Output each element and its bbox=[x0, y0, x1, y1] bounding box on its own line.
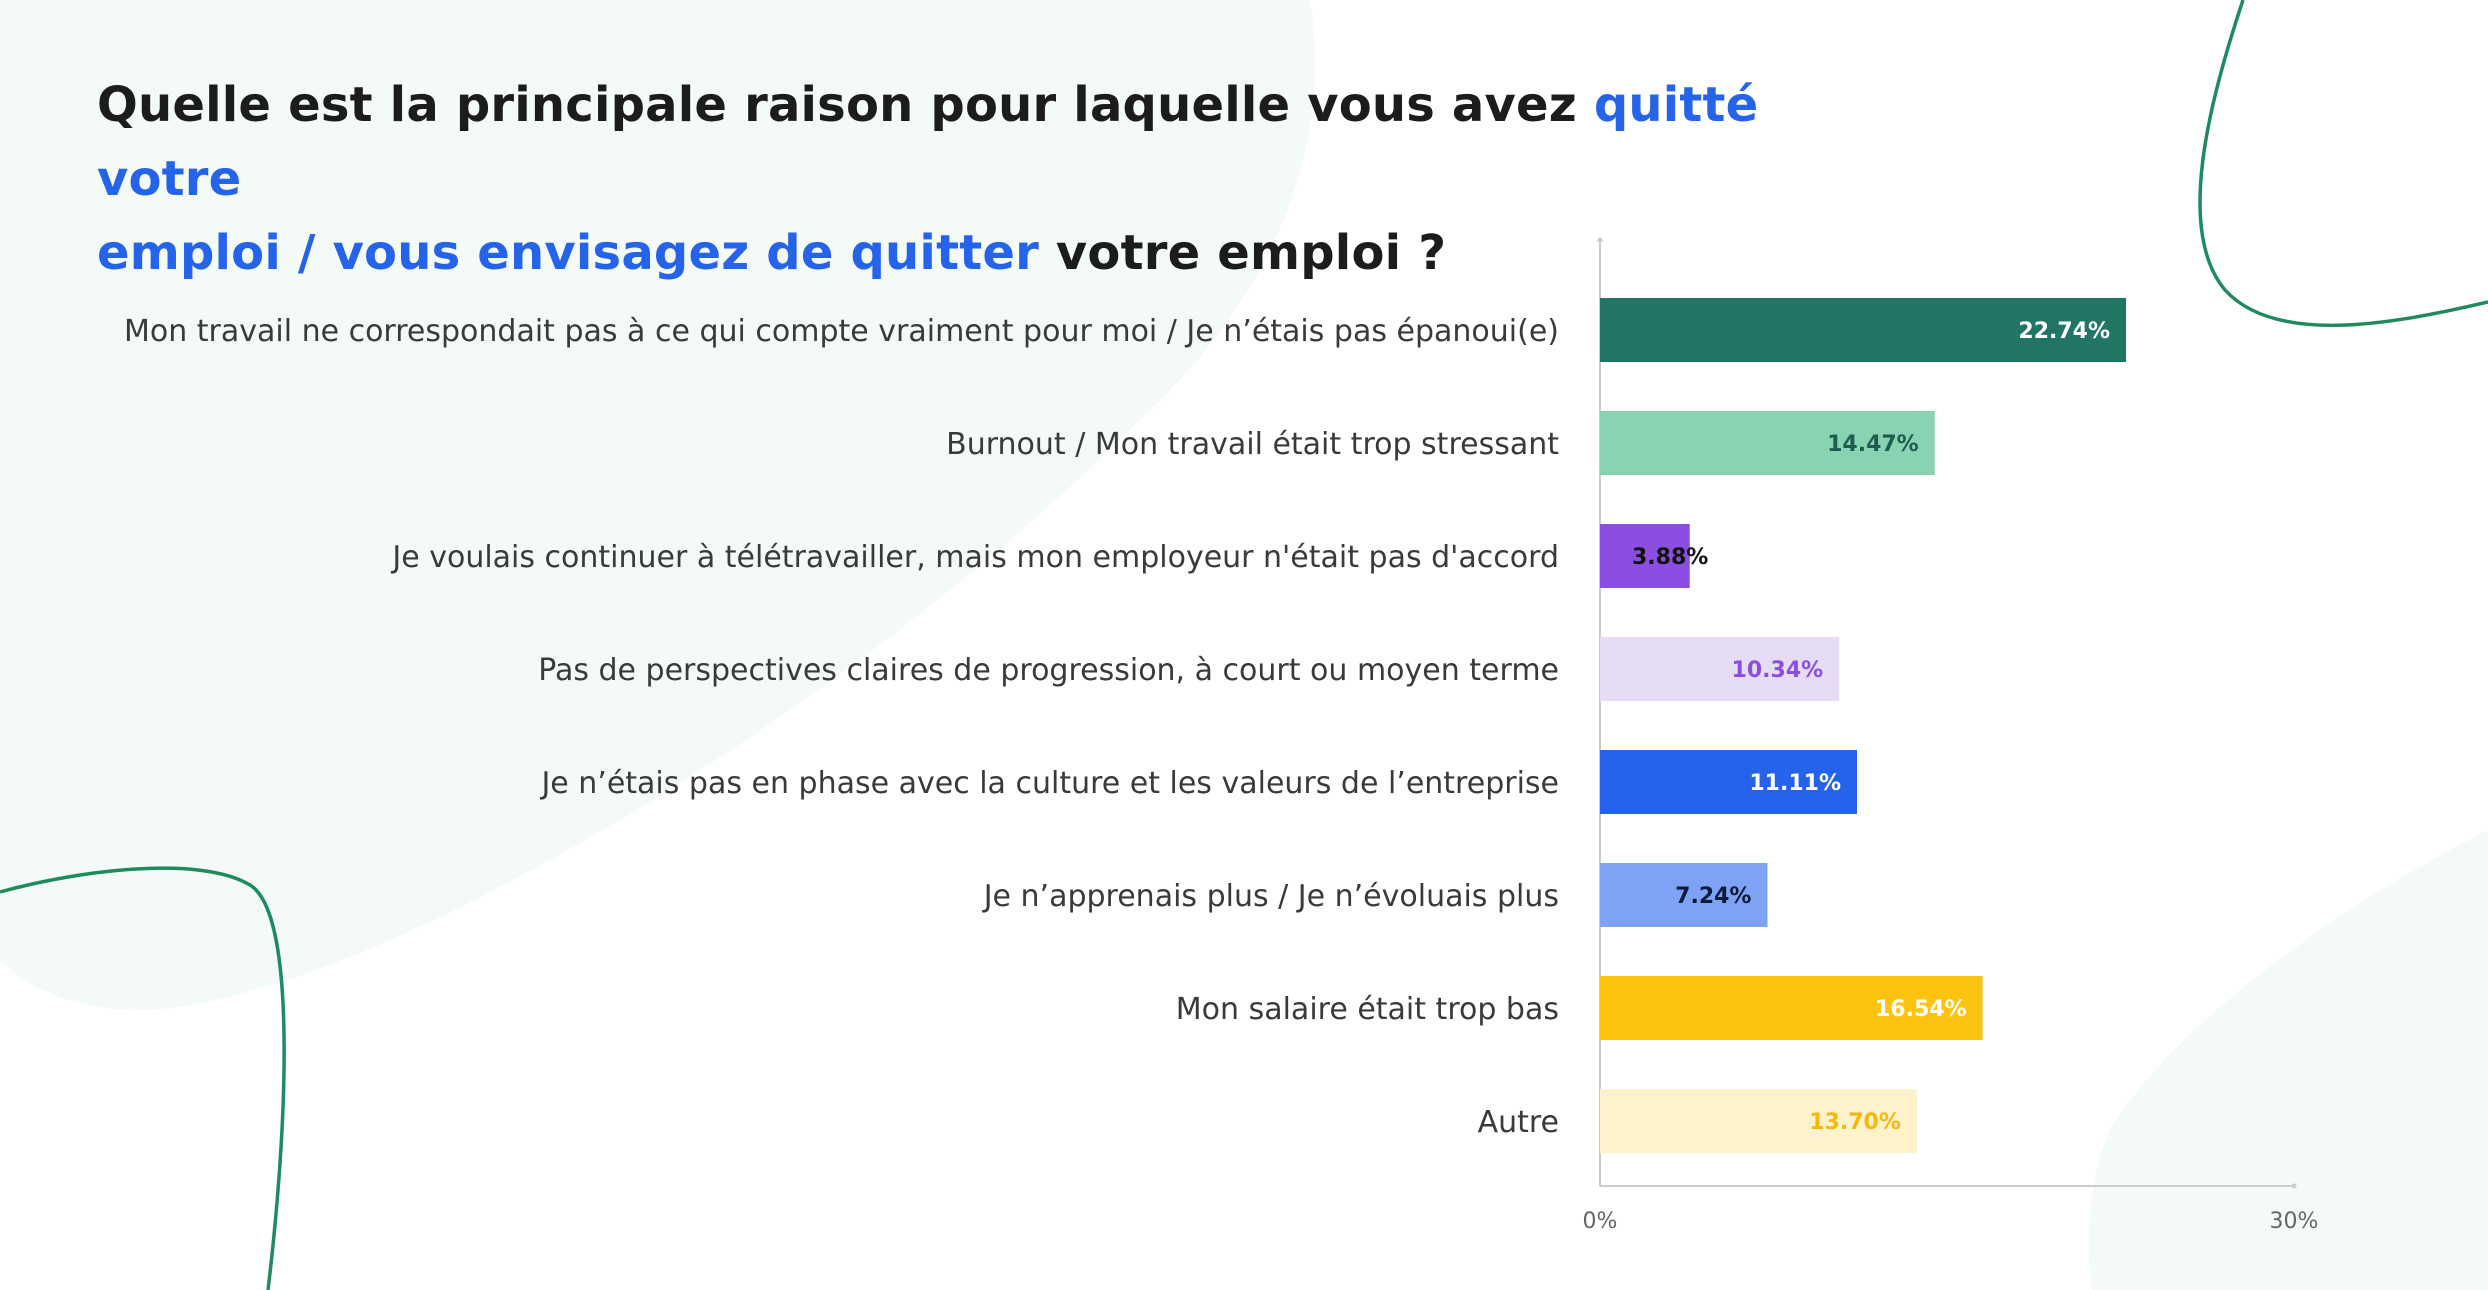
decor-curve-top-right bbox=[2198, 0, 2488, 327]
bar bbox=[1600, 637, 1840, 701]
chart-title: Quelle est la principale raison pour laq… bbox=[97, 68, 1797, 290]
bar bbox=[1600, 1089, 1917, 1153]
category-label: Mon travail ne correspondait pas à ce qu… bbox=[124, 314, 1559, 349]
bar bbox=[1600, 411, 1935, 475]
data-label: 14.47% bbox=[1827, 432, 1919, 457]
bar bbox=[1600, 298, 2127, 362]
title-highlight-2: emploi / vous envisagez de quitter bbox=[97, 225, 1040, 281]
category-label: Pas de perspectives claires de progressi… bbox=[538, 653, 1559, 688]
bar bbox=[1600, 524, 1690, 588]
tick-label: 0% bbox=[1583, 1209, 1618, 1234]
title-highlight-1: quitté votre bbox=[97, 77, 1759, 207]
category-label: Autre bbox=[1478, 1105, 1559, 1140]
x-axis-end-dot bbox=[2291, 1183, 2297, 1189]
category-label: Mon salaire était trop bas bbox=[1176, 992, 1559, 1027]
data-label: 10.34% bbox=[1732, 658, 1824, 683]
data-label: 13.70% bbox=[1809, 1110, 1901, 1135]
bar bbox=[1600, 976, 1983, 1040]
data-label: 22.74% bbox=[2018, 319, 2110, 344]
decor-curve-bottom-left bbox=[0, 866, 286, 1290]
background-blob-left bbox=[0, 0, 1316, 1011]
category-label: Burnout / Mon travail était trop stressa… bbox=[946, 427, 1559, 462]
background-blob-bottom-right bbox=[2088, 830, 2488, 1290]
category-label: Je voulais continuer à télétravailler, m… bbox=[390, 540, 1559, 575]
title-text-start: Quelle est la principale raison pour laq… bbox=[97, 77, 1594, 133]
data-label: 16.54% bbox=[1875, 997, 1967, 1022]
category-label: Je n’apprenais plus / Je n’évoluais plus bbox=[982, 879, 1559, 914]
data-label: 11.11% bbox=[1749, 771, 1841, 796]
title-text-end: votre emploi ? bbox=[1039, 225, 1447, 281]
data-label: 3.88% bbox=[1632, 545, 1708, 570]
category-label: Je n’étais pas en phase avec la culture … bbox=[539, 766, 1559, 801]
data-label: 7.24% bbox=[1675, 884, 1751, 909]
y-axis-end-dot bbox=[1597, 237, 1603, 243]
bar bbox=[1600, 750, 1858, 814]
tick-label: 30% bbox=[2270, 1209, 2319, 1234]
bar bbox=[1600, 863, 1768, 927]
